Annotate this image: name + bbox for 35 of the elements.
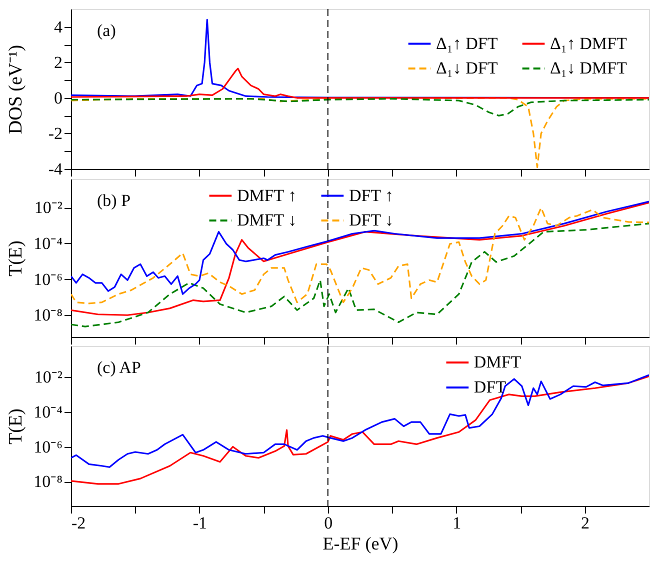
legend-label: Δ₁↑ DMFT <box>550 34 628 53</box>
y-axis-title: T(E) <box>6 408 26 444</box>
legend-label: DMFT <box>474 352 522 372</box>
legend-label: Δ₁↓ DFT <box>436 58 498 78</box>
x-tick-label: 1 <box>452 514 462 532</box>
annotation: (a) <box>97 21 116 40</box>
x-tick-label: -1 <box>192 514 208 532</box>
y-tick-label: 10⁻² <box>34 198 62 218</box>
y-tick-label: 2 <box>54 52 62 72</box>
legend-label: DFT <box>474 378 507 396</box>
y-tick-label: 10⁻⁸ <box>34 472 63 492</box>
y-tick-label: -4 <box>48 160 63 178</box>
y-tick-label: -2 <box>48 124 62 143</box>
y-tick-label: 10⁻⁸ <box>34 306 63 325</box>
y-tick-label: 10⁻⁶ <box>34 270 63 289</box>
legend-label: DFT ↓ <box>348 210 394 230</box>
x-tick-label: -2 <box>72 514 86 532</box>
y-tick-label: 10⁻² <box>34 368 62 387</box>
legend-label: DMFT ↑ <box>236 186 297 205</box>
legend-label: DFT ↑ <box>348 186 394 205</box>
y-axis-title: T(E) <box>6 240 26 276</box>
y-axis-title: DOS (eV⁻¹) <box>6 44 26 134</box>
x-axis-title: E-EF (eV) <box>322 534 398 554</box>
legend-label: Δ₁↓ DMFT <box>550 58 628 78</box>
legend-label: Δ₁↑ DFT <box>436 34 498 53</box>
y-tick-label: 0 <box>54 88 62 108</box>
y-tick-label: 10⁻⁴ <box>34 402 63 422</box>
y-tick-label: 10⁻⁶ <box>34 437 63 456</box>
annotation: (c) AP <box>97 358 141 377</box>
annotation: (b) P <box>97 191 131 210</box>
x-tick-label: 0 <box>324 514 333 532</box>
y-tick-label: 4 <box>54 17 63 36</box>
x-tick-label: 2 <box>581 514 590 532</box>
legend-label: DMFT ↓ <box>236 210 297 230</box>
y-tick-label: 10⁻⁴ <box>34 234 63 253</box>
